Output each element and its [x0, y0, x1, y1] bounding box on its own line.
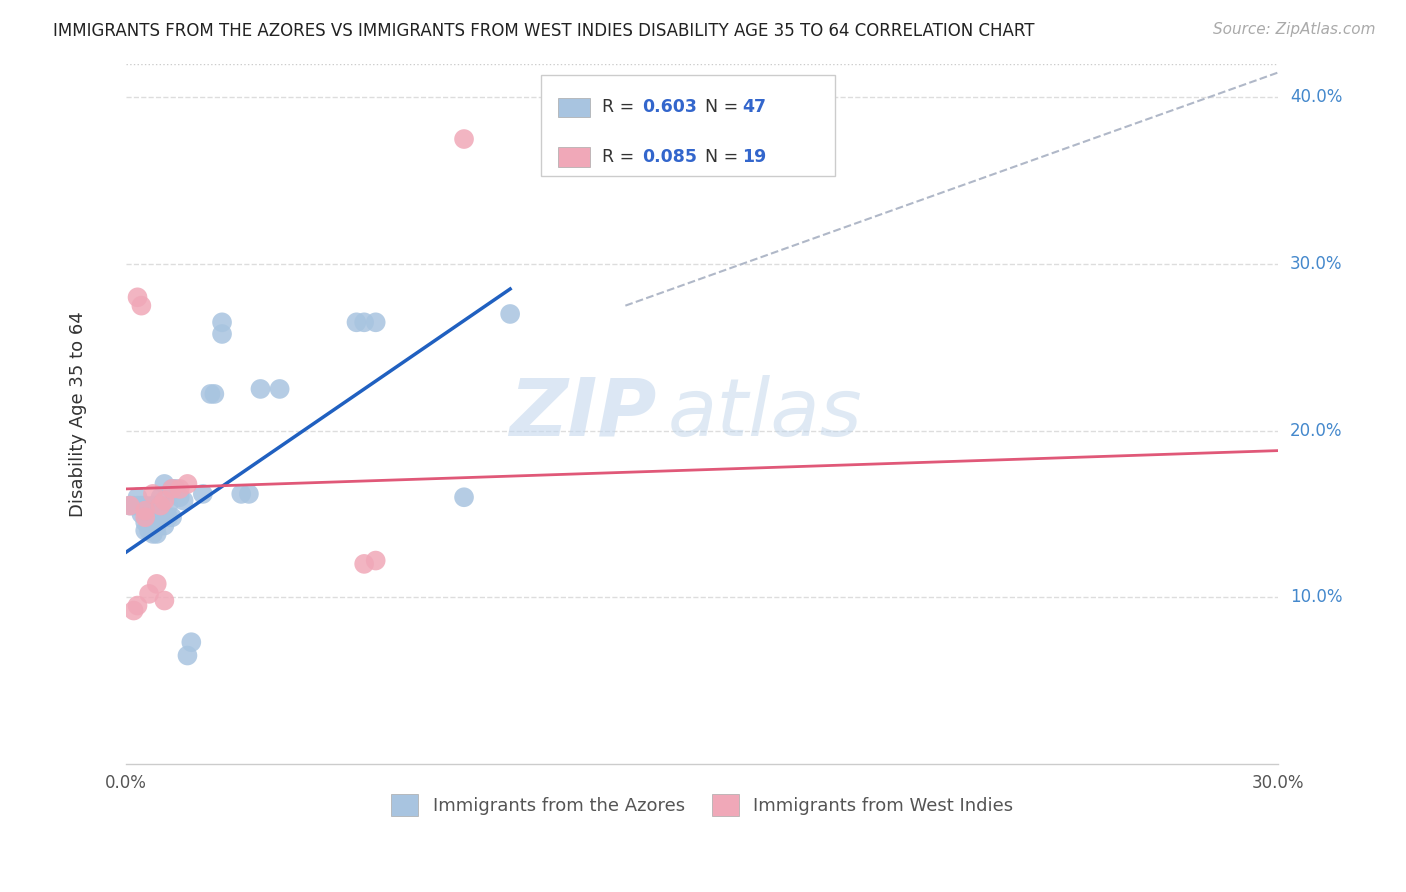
- Point: [153, 493, 176, 508]
- Point: [364, 315, 387, 329]
- Point: [153, 510, 176, 524]
- FancyBboxPatch shape: [558, 97, 591, 117]
- Point: [346, 315, 368, 329]
- Text: 19: 19: [742, 148, 766, 166]
- Point: [149, 499, 172, 513]
- Point: [127, 490, 149, 504]
- Text: 20.0%: 20.0%: [1289, 422, 1343, 440]
- Point: [118, 499, 141, 513]
- Point: [153, 477, 176, 491]
- Point: [160, 482, 183, 496]
- Point: [138, 507, 160, 521]
- Point: [145, 518, 167, 533]
- Text: 40.0%: 40.0%: [1289, 88, 1343, 106]
- Point: [134, 510, 156, 524]
- Point: [211, 315, 233, 329]
- Point: [238, 487, 260, 501]
- Text: 0.603: 0.603: [643, 98, 697, 117]
- Point: [131, 507, 153, 521]
- Point: [269, 382, 291, 396]
- Point: [153, 593, 176, 607]
- Text: N =: N =: [704, 148, 744, 166]
- Point: [142, 499, 165, 513]
- Point: [176, 648, 198, 663]
- Text: 30.0%: 30.0%: [1289, 255, 1343, 273]
- Point: [145, 510, 167, 524]
- Point: [134, 499, 156, 513]
- Point: [149, 499, 172, 513]
- Text: atlas: atlas: [668, 375, 862, 453]
- Text: N =: N =: [704, 98, 744, 117]
- Point: [149, 490, 172, 504]
- Point: [453, 132, 475, 146]
- Text: ZIP: ZIP: [509, 375, 657, 453]
- Point: [127, 599, 149, 613]
- Text: IMMIGRANTS FROM THE AZORES VS IMMIGRANTS FROM WEST INDIES DISABILITY AGE 35 TO 6: IMMIGRANTS FROM THE AZORES VS IMMIGRANTS…: [53, 22, 1035, 40]
- Point: [118, 499, 141, 513]
- Point: [145, 527, 167, 541]
- Point: [160, 510, 183, 524]
- Point: [191, 487, 214, 501]
- Point: [122, 499, 145, 513]
- FancyBboxPatch shape: [558, 147, 591, 167]
- Text: 47: 47: [742, 98, 766, 117]
- Point: [131, 299, 153, 313]
- Point: [134, 524, 156, 538]
- Point: [499, 307, 522, 321]
- Point: [127, 499, 149, 513]
- Point: [165, 482, 187, 496]
- Text: 0.085: 0.085: [643, 148, 697, 166]
- Point: [364, 553, 387, 567]
- Point: [138, 524, 160, 538]
- Text: Source: ZipAtlas.com: Source: ZipAtlas.com: [1212, 22, 1375, 37]
- Point: [142, 487, 165, 501]
- Point: [138, 515, 160, 529]
- Point: [353, 315, 375, 329]
- Point: [145, 577, 167, 591]
- Point: [157, 499, 180, 513]
- Point: [122, 603, 145, 617]
- Point: [202, 387, 225, 401]
- Point: [134, 515, 156, 529]
- Point: [211, 326, 233, 341]
- Point: [231, 487, 253, 501]
- Point: [138, 587, 160, 601]
- Point: [142, 518, 165, 533]
- Point: [127, 290, 149, 304]
- Text: Disability Age 35 to 64: Disability Age 35 to 64: [69, 311, 87, 516]
- Point: [134, 503, 156, 517]
- Point: [169, 482, 191, 496]
- Point: [142, 527, 165, 541]
- Text: R =: R =: [602, 98, 640, 117]
- Text: 10.0%: 10.0%: [1289, 588, 1343, 607]
- Point: [131, 499, 153, 513]
- FancyBboxPatch shape: [541, 75, 835, 176]
- Legend: Immigrants from the Azores, Immigrants from West Indies: Immigrants from the Azores, Immigrants f…: [382, 785, 1022, 825]
- Point: [169, 490, 191, 504]
- Point: [173, 493, 195, 508]
- Point: [200, 387, 222, 401]
- Point: [453, 490, 475, 504]
- Point: [153, 518, 176, 533]
- Point: [176, 477, 198, 491]
- Point: [142, 510, 165, 524]
- Text: R =: R =: [602, 148, 640, 166]
- Point: [160, 482, 183, 496]
- Point: [157, 510, 180, 524]
- Point: [249, 382, 271, 396]
- Point: [353, 557, 375, 571]
- Point: [180, 635, 202, 649]
